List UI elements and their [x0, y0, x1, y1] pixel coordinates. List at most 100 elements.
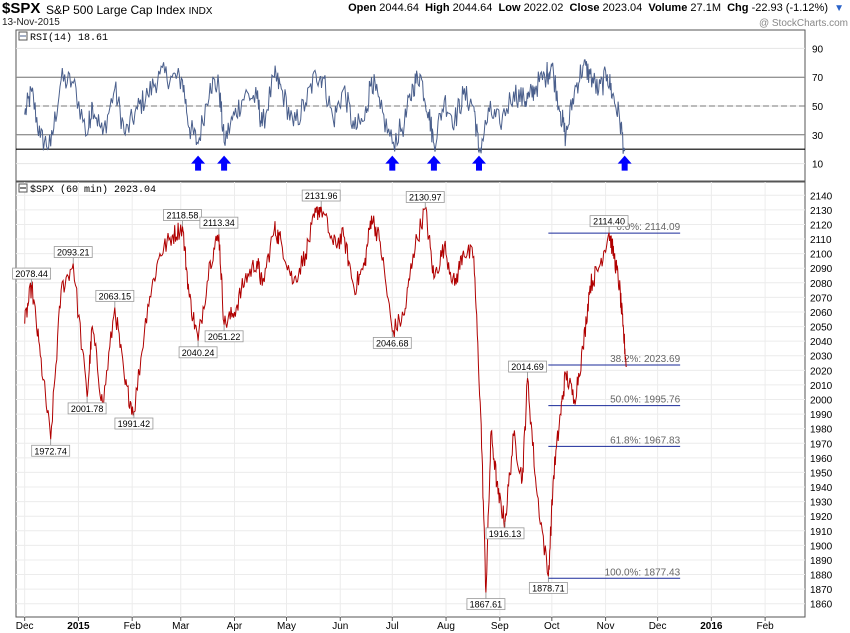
price-line	[24, 206, 627, 593]
close-value: 2023.04	[602, 2, 643, 14]
rsi-tick-label: 30	[812, 131, 824, 142]
x-tick-label: Dec	[16, 621, 34, 632]
point-label-box	[372, 337, 412, 349]
price-tick-label: 1910	[810, 527, 833, 538]
index-name: S&P 500 Large Cap Index	[46, 3, 186, 17]
price-tick-label: 1900	[810, 541, 833, 552]
fibonacci-label: 100.0%: 1877.43	[605, 567, 681, 578]
volume-label: Volume	[648, 2, 688, 14]
price-tick-label: 2080	[810, 279, 833, 290]
open-label: Open	[348, 2, 377, 14]
price-tick-label: 2130	[810, 206, 833, 217]
price-tick-label: 2060	[810, 308, 833, 319]
oversold-arrow-icon	[426, 155, 441, 171]
triangle-down-icon[interactable]: ▼	[834, 3, 844, 14]
price-tick-label: 1870	[810, 585, 833, 596]
point-label-box	[528, 582, 568, 594]
chg-value: -22.93 (-1.12%)	[751, 2, 828, 14]
rsi-title: RSI(14) 18.61	[30, 32, 108, 44]
point-label-box	[204, 330, 244, 343]
point-label: 1972.74	[34, 446, 67, 456]
volume-value: 27.1M	[690, 2, 721, 14]
price-tick-label: 1890	[810, 556, 833, 567]
point-label: 2046.68	[376, 338, 409, 348]
x-tick-label: Oct	[544, 621, 560, 632]
oversold-arrow-icon	[471, 155, 486, 171]
price-title: $SPX (60 min) 2023.04	[30, 184, 156, 196]
low-value: 2022.02	[523, 2, 564, 14]
price-tick-label: 1960	[810, 454, 833, 465]
point-label-box	[163, 209, 202, 221]
x-tick-label: Jul	[386, 621, 399, 632]
point-label: 2040.24	[182, 348, 215, 358]
x-tick-label: Dec	[649, 621, 667, 632]
price-tick-label: 2040	[810, 337, 833, 348]
point-label: 2118.58	[167, 211, 199, 221]
point-label: 1916.13	[489, 529, 522, 539]
point-label-box	[95, 289, 135, 302]
point-label-box	[199, 216, 239, 229]
point-label: 2131.96	[305, 191, 338, 201]
point-label-box	[589, 215, 629, 228]
price-tick-label: 2010	[810, 381, 833, 392]
price-tick-label: 1930	[810, 498, 833, 509]
oversold-arrow-icon	[617, 155, 632, 171]
price-tick-label: 2140	[810, 191, 833, 202]
point-label: 2078.44	[15, 269, 48, 279]
price-tick-label: 1920	[810, 512, 833, 523]
price-tick-label: 1950	[810, 468, 833, 479]
price-tick-label: 2050	[810, 323, 833, 334]
fibonacci-label: 61.8%: 1967.83	[610, 435, 680, 446]
rsi-line	[24, 59, 626, 154]
x-tick-label: Sep	[491, 621, 509, 632]
price-tick-label: 2090	[810, 264, 833, 275]
x-tick-label: May	[277, 621, 296, 632]
rsi-tick-label: 10	[812, 160, 824, 171]
index-description: S&P 500 Large Cap Index INDX	[46, 3, 212, 17]
point-label: 2130.97	[409, 192, 442, 202]
x-axis: Dec 2015 Feb Mar Apr May Jun Jul Aug Sep Oct Nov Dec…	[16, 617, 774, 632]
price-tick-label: 1980	[810, 425, 833, 436]
price-tick-label: 1880	[810, 571, 833, 582]
point-label-box	[466, 598, 506, 611]
fibonacci-label: 0.0%: 2114.09	[616, 222, 680, 233]
quote-date: 13-Nov-2015	[2, 17, 60, 28]
point-label-box	[508, 360, 547, 373]
point-label-box	[67, 402, 107, 415]
x-tick-label: Mar	[172, 621, 190, 632]
price-tick-label: 2000	[810, 396, 833, 407]
point-label: 1878.71	[532, 583, 565, 593]
chart-header: $SPX S&P 500 Large Cap Index INDX 13-Nov…	[0, 0, 850, 30]
rsi-tick-label: 50	[812, 102, 824, 113]
oversold-arrow-icon	[385, 155, 400, 171]
price-tick-label: 2020	[810, 366, 833, 377]
point-label: 2093.21	[57, 248, 90, 258]
x-tick-label: 2015	[67, 621, 90, 632]
point-label: 1991.42	[118, 419, 151, 429]
x-tick-label: Feb	[756, 621, 774, 632]
point-label-box	[485, 527, 525, 540]
price-tick-label: 1990	[810, 410, 833, 421]
price-tick-label: 1860	[810, 600, 833, 611]
rsi-tick-label: 90	[812, 44, 824, 55]
close-label: Close	[569, 2, 600, 14]
high-value: 2044.64	[452, 2, 493, 14]
point-label: 2001.78	[71, 404, 104, 414]
oversold-arrow-icon	[191, 155, 206, 171]
point-label: 2114.40	[593, 217, 625, 227]
point-label-box	[114, 417, 154, 430]
point-label-box	[405, 191, 445, 203]
rsi-tick-label: 70	[812, 73, 824, 84]
x-tick-label: 2016	[700, 621, 723, 632]
price-tick-label: 2030	[810, 352, 833, 363]
point-label: 2063.15	[99, 291, 132, 301]
x-tick-label: Feb	[124, 621, 142, 632]
exchange-code: INDX	[188, 6, 213, 17]
high-label: High	[425, 2, 450, 14]
price-tick-label: 1970	[810, 439, 833, 450]
open-value: 2044.64	[379, 2, 420, 14]
price-tick-label: 2120	[810, 220, 833, 231]
oversold-arrow-icon	[217, 155, 232, 171]
chg-label: Chg	[727, 2, 749, 14]
